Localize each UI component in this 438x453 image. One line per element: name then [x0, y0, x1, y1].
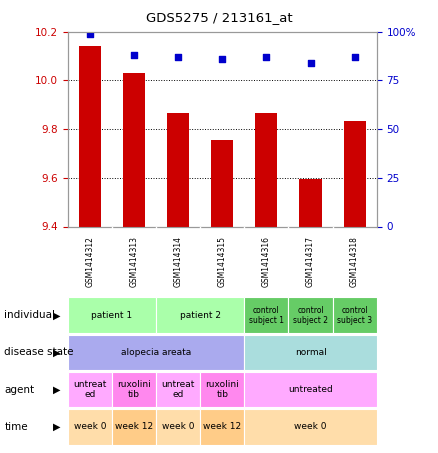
Text: week 12: week 12 — [203, 422, 241, 431]
Point — [351, 53, 358, 61]
Text: week 0: week 0 — [162, 422, 194, 431]
Bar — [343, 120, 366, 226]
Bar — [200, 409, 244, 444]
Text: control
subject 2: control subject 2 — [293, 306, 328, 325]
Bar — [244, 298, 289, 333]
Text: time: time — [4, 422, 28, 432]
Bar — [79, 46, 101, 226]
Text: control
subject 3: control subject 3 — [337, 306, 372, 325]
Text: GSM1414315: GSM1414315 — [218, 236, 227, 287]
Bar — [156, 372, 200, 407]
Bar — [112, 409, 156, 444]
Text: week 12: week 12 — [115, 422, 153, 431]
Text: GSM1414314: GSM1414314 — [174, 236, 183, 287]
Text: ▶: ▶ — [53, 422, 61, 432]
Text: patient 2: patient 2 — [180, 311, 221, 320]
Text: ▶: ▶ — [53, 385, 61, 395]
Text: patient 1: patient 1 — [92, 311, 133, 320]
Text: normal: normal — [295, 348, 326, 357]
Bar — [289, 298, 332, 333]
Text: GSM1414318: GSM1414318 — [350, 236, 359, 287]
Text: ruxolini
tib: ruxolini tib — [117, 380, 151, 399]
Text: GDS5275 / 213161_at: GDS5275 / 213161_at — [146, 11, 292, 24]
Bar — [123, 73, 145, 226]
Point — [263, 53, 270, 61]
Bar — [255, 113, 277, 226]
Text: untreat
ed: untreat ed — [73, 380, 106, 399]
Text: ▶: ▶ — [53, 310, 61, 320]
Bar — [68, 298, 156, 333]
Text: disease state: disease state — [4, 347, 74, 357]
Bar — [68, 409, 112, 444]
Text: alopecia areata: alopecia areata — [121, 348, 191, 357]
Bar — [68, 372, 112, 407]
Bar — [68, 335, 244, 370]
Bar — [211, 140, 233, 226]
Text: GSM1414316: GSM1414316 — [262, 236, 271, 287]
Bar — [244, 372, 377, 407]
Bar — [112, 372, 156, 407]
Text: untreated: untreated — [288, 385, 333, 394]
Text: week 0: week 0 — [294, 422, 327, 431]
Bar — [156, 409, 200, 444]
Text: individual: individual — [4, 310, 55, 320]
Text: ▶: ▶ — [53, 347, 61, 357]
Text: GSM1414313: GSM1414313 — [130, 236, 138, 287]
Point — [86, 30, 93, 37]
Text: agent: agent — [4, 385, 35, 395]
Bar — [244, 409, 377, 444]
Point — [307, 59, 314, 67]
Bar — [200, 372, 244, 407]
Text: GSM1414317: GSM1414317 — [306, 236, 315, 287]
Point — [219, 55, 226, 63]
Text: GSM1414312: GSM1414312 — [85, 236, 95, 287]
Bar — [244, 335, 377, 370]
Bar — [332, 298, 377, 333]
Point — [175, 53, 182, 61]
Point — [131, 52, 138, 59]
Bar — [156, 298, 244, 333]
Bar — [300, 179, 321, 226]
Text: week 0: week 0 — [74, 422, 106, 431]
Text: ruxolini
tib: ruxolini tib — [205, 380, 239, 399]
Text: control
subject 1: control subject 1 — [249, 306, 284, 325]
Text: untreat
ed: untreat ed — [162, 380, 195, 399]
Bar — [167, 113, 189, 226]
